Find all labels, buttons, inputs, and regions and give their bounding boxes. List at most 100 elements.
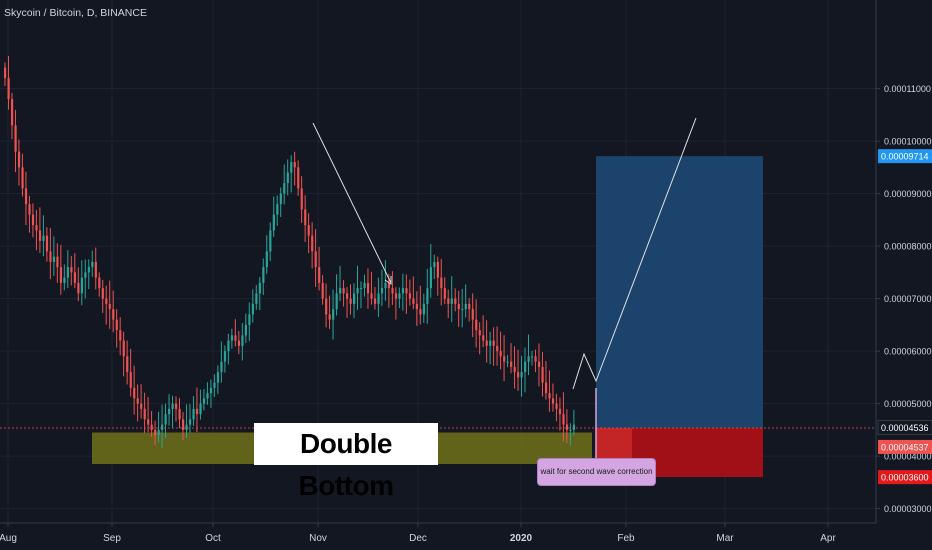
candle-body <box>551 398 555 404</box>
candle <box>248 302 251 342</box>
candle <box>213 374 216 397</box>
candle <box>548 370 551 412</box>
candle-body <box>66 267 70 278</box>
candle-body <box>38 230 42 241</box>
candle-body <box>73 272 76 283</box>
candle-body <box>63 277 66 283</box>
target-zone <box>596 156 763 428</box>
candle <box>401 273 405 311</box>
candle-body <box>216 372 220 383</box>
candle-body <box>206 393 209 399</box>
candle-body <box>213 382 216 388</box>
candle <box>318 246 321 291</box>
y-tick-label: 0.00009000 <box>884 189 932 199</box>
candle <box>342 280 345 307</box>
candle-body <box>562 414 565 425</box>
candle-body <box>258 282 261 294</box>
candle-body <box>510 361 513 367</box>
candle <box>321 275 324 305</box>
candle-body <box>478 330 481 336</box>
candle-body <box>496 345 499 352</box>
entry-price-text: 0.00004537 <box>881 442 929 452</box>
candle-body <box>70 267 73 273</box>
candle <box>87 259 90 290</box>
candle-body <box>569 429 572 431</box>
candle-body <box>195 408 199 415</box>
x-tick-label: Dec <box>409 533 427 544</box>
candle <box>537 343 541 387</box>
candle-body <box>290 162 293 173</box>
candle <box>112 290 115 333</box>
candle-body <box>171 403 174 409</box>
candle-body <box>530 356 534 358</box>
candle-body <box>492 340 495 346</box>
candle <box>503 335 506 382</box>
candle-body <box>84 272 87 278</box>
candle-body <box>244 324 248 336</box>
candle <box>286 159 289 196</box>
candle <box>335 274 338 316</box>
candle-body <box>398 293 401 299</box>
candle-body <box>269 230 272 252</box>
projection-path <box>572 117 697 390</box>
candle <box>265 235 268 274</box>
candle <box>551 383 555 412</box>
candle <box>223 345 227 373</box>
candle-body <box>471 309 474 320</box>
candle <box>52 236 56 276</box>
candle <box>49 227 52 280</box>
candle <box>565 409 569 444</box>
candle <box>206 382 209 405</box>
candle <box>73 253 76 289</box>
candle <box>161 404 164 448</box>
candle-body <box>433 261 436 268</box>
x-tick-label: Aug <box>0 533 17 544</box>
candle <box>91 250 94 277</box>
candle-body <box>524 361 527 373</box>
candle <box>101 279 104 313</box>
last-price-text: 0.00004536 <box>881 423 929 433</box>
candle <box>353 283 356 319</box>
candle <box>471 293 474 338</box>
candle-body <box>220 361 223 373</box>
candle-body <box>426 288 429 304</box>
candle <box>534 349 537 373</box>
candle-body <box>133 387 136 399</box>
candle <box>105 285 108 325</box>
candle <box>363 274 366 297</box>
candle-body <box>80 277 83 294</box>
x-tick-label: Sep <box>103 533 121 544</box>
candle-body <box>168 408 171 415</box>
candle-body <box>161 424 164 430</box>
candle-body <box>436 261 439 278</box>
candle-body <box>454 298 457 304</box>
candle <box>56 243 59 283</box>
candle-body <box>112 309 115 320</box>
candle <box>436 256 439 296</box>
candle <box>77 267 80 302</box>
candle-body <box>342 288 345 294</box>
candle-body <box>555 403 558 409</box>
candle <box>290 155 293 193</box>
candle-body <box>126 356 129 373</box>
candle <box>4 62 7 86</box>
candle-body <box>450 298 453 304</box>
candle <box>506 354 509 368</box>
candle-body <box>293 162 296 168</box>
candle-body <box>202 398 206 404</box>
candle <box>339 265 342 302</box>
y-tick-label: 0.00008000 <box>884 242 932 252</box>
candle <box>349 284 352 315</box>
candle-body <box>415 303 419 310</box>
candle <box>496 326 499 366</box>
candle-body <box>544 382 548 394</box>
candle-body <box>318 267 321 283</box>
candle <box>202 388 206 411</box>
candle-body <box>572 424 576 430</box>
candle <box>70 255 73 286</box>
candle <box>129 348 132 397</box>
symbol-title: Skycoin / Bitcoin, D, BINANCE <box>4 7 147 19</box>
candle-body <box>136 398 139 404</box>
candle-body <box>262 267 265 283</box>
